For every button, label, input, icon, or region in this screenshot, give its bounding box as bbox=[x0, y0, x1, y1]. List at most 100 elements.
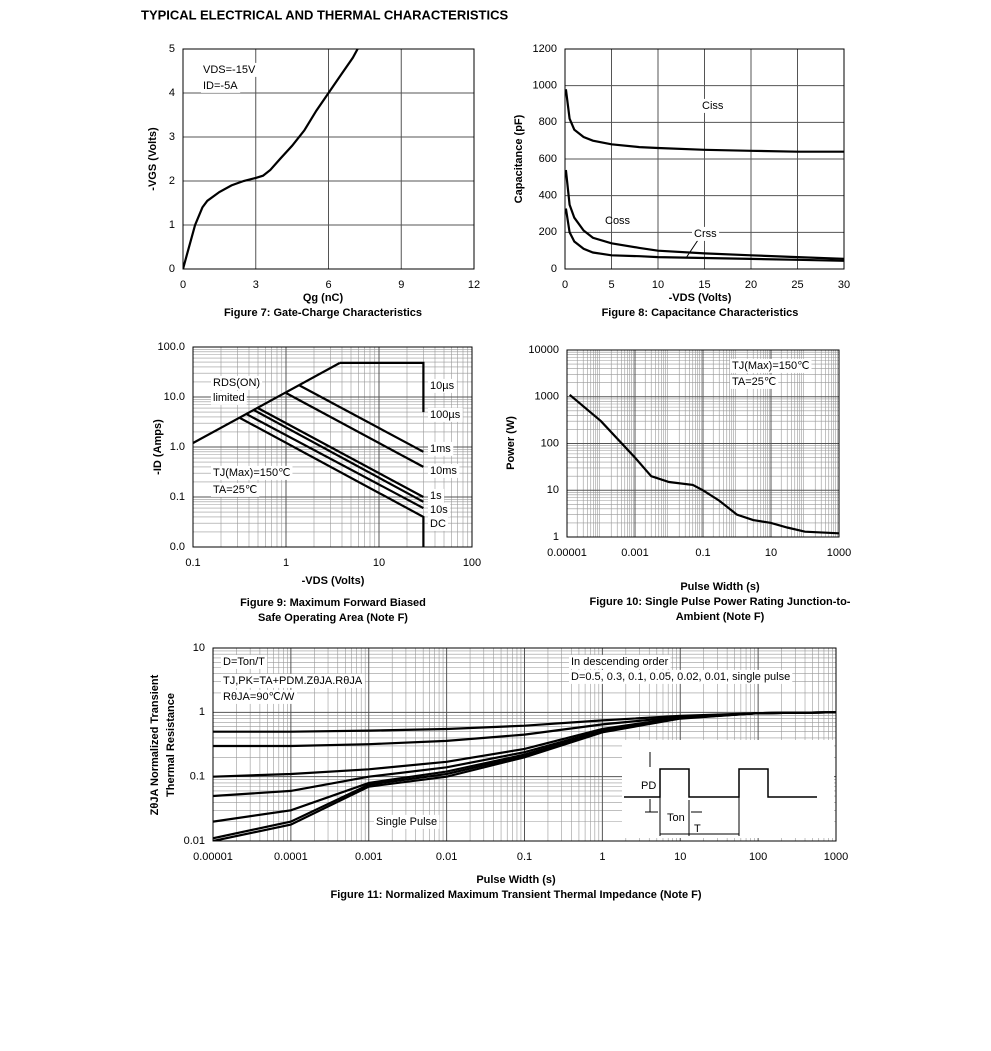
label-background bbox=[201, 62, 258, 77]
inset-background bbox=[622, 740, 834, 838]
y-tick-label: 1200 bbox=[533, 43, 557, 55]
page-title: TYPICAL ELECTRICAL AND THERMAL CHARACTER… bbox=[141, 7, 508, 22]
plot-frame bbox=[182, 48, 475, 270]
annotation: TJ(Max)=150℃ bbox=[213, 467, 290, 479]
y-tick-label: 4 bbox=[169, 87, 175, 99]
x-tick-label: 100 bbox=[749, 851, 767, 863]
label-background bbox=[211, 390, 247, 405]
y-tick-label: 0 bbox=[169, 263, 175, 275]
annotation: T bbox=[694, 823, 701, 835]
label-background bbox=[428, 516, 448, 531]
series-label: 10s bbox=[430, 504, 448, 516]
x-axis-label: Pulse Width (s) bbox=[680, 581, 760, 593]
y-tick-label: 0 bbox=[551, 263, 557, 275]
y-axis-label: -VGS (Volts) bbox=[147, 127, 159, 191]
x-tick-label: 12 bbox=[468, 279, 480, 291]
plot-frame bbox=[564, 48, 845, 270]
annotation: Ton bbox=[667, 812, 685, 824]
label-background bbox=[221, 673, 365, 688]
y-tick-label: 10000 bbox=[528, 344, 559, 356]
caption: Figure 9: Maximum Forward Biased bbox=[240, 597, 426, 609]
y-tick-label: 0.1 bbox=[170, 491, 185, 503]
series-line bbox=[299, 384, 424, 453]
plot-frame bbox=[192, 346, 473, 548]
y-tick-label: 3 bbox=[169, 131, 175, 143]
label-background bbox=[428, 488, 445, 503]
chart: 0 5 10 15 20 25 30 0 200 400 600 800 1000 1200 -VDS (V… bbox=[513, 43, 850, 319]
annotation: TJ(Max)=150℃ bbox=[732, 360, 809, 372]
caption: Figure 8: Capacitance Characteristics bbox=[602, 307, 799, 319]
y-tick-label: 1 bbox=[553, 531, 559, 543]
series-line bbox=[565, 208, 844, 262]
x-tick-label: 0.01 bbox=[436, 851, 457, 863]
y-tick-label: 10 bbox=[547, 484, 559, 496]
y-tick-label: 1 bbox=[169, 219, 175, 231]
series-label: Crss bbox=[694, 228, 717, 240]
x-tick-label: 30 bbox=[838, 279, 850, 291]
annotation: PD bbox=[641, 780, 656, 792]
series-line bbox=[246, 413, 424, 510]
y-tick-label: 5 bbox=[169, 43, 175, 55]
series-label: Ciss bbox=[702, 100, 724, 112]
label-background bbox=[428, 502, 451, 517]
series-line bbox=[565, 89, 844, 153]
x-tick-label: 5 bbox=[608, 279, 614, 291]
label-background bbox=[374, 814, 440, 829]
x-tick-label: 0.1 bbox=[695, 547, 710, 559]
series-label: 1ms bbox=[430, 443, 451, 455]
x-tick-label: 1000 bbox=[824, 851, 848, 863]
y-axis-label: ZθJA Normalized Transient bbox=[149, 674, 161, 815]
label-background bbox=[692, 226, 720, 241]
annotation: D=Ton/T bbox=[223, 656, 265, 668]
annotation: VDS=-15V bbox=[203, 64, 256, 76]
x-tick-label: 0.00001 bbox=[547, 547, 587, 559]
annotation: RDS(ON) bbox=[213, 377, 260, 389]
series-line bbox=[565, 169, 844, 260]
x-tick-label: 0 bbox=[180, 279, 186, 291]
series-label: 100µs bbox=[430, 409, 461, 421]
x-tick-label: 0 bbox=[562, 279, 568, 291]
label-background bbox=[211, 375, 263, 390]
label-background bbox=[569, 669, 793, 684]
x-axis-label: Pulse Width (s) bbox=[476, 874, 556, 886]
caption: Figure 7: Gate-Charge Characteristics bbox=[224, 307, 422, 319]
annotation: In descending order bbox=[571, 656, 669, 668]
series-line bbox=[183, 49, 359, 269]
x-tick-label: 0.001 bbox=[621, 547, 649, 559]
x-tick-label: 1000 bbox=[827, 547, 851, 559]
leader-line bbox=[685, 239, 699, 259]
series-line bbox=[285, 392, 424, 468]
label-background bbox=[730, 358, 812, 373]
series-line bbox=[213, 711, 836, 841]
x-tick-label: 1 bbox=[599, 851, 605, 863]
label-background bbox=[221, 654, 268, 669]
x-axis-label: -VDS (Volts) bbox=[669, 292, 732, 304]
pulse-inset bbox=[622, 740, 834, 838]
y-axis-label: -ID (Amps) bbox=[152, 419, 164, 475]
y-tick-label: 0.1 bbox=[190, 771, 205, 783]
label-background bbox=[211, 465, 293, 480]
x-axis-label: -VDS (Volts) bbox=[302, 575, 365, 587]
label-background bbox=[428, 463, 460, 478]
y-tick-label: 0.0 bbox=[170, 541, 185, 553]
caption: Ambient (Note F) bbox=[676, 611, 765, 623]
y-axis-label: Capacitance (pF) bbox=[513, 114, 525, 203]
series-line bbox=[339, 361, 425, 413]
label-background bbox=[428, 378, 457, 393]
x-tick-label: 9 bbox=[398, 279, 404, 291]
series-label: 1s bbox=[430, 490, 442, 502]
label-background bbox=[428, 441, 454, 456]
y-tick-label: 100 bbox=[541, 437, 559, 449]
y-tick-label: 400 bbox=[539, 190, 557, 202]
x-tick-label: 3 bbox=[253, 279, 259, 291]
x-tick-label: 0.001 bbox=[355, 851, 383, 863]
x-tick-label: 10 bbox=[652, 279, 664, 291]
plot-frame bbox=[212, 647, 837, 842]
y-tick-label: 1.0 bbox=[170, 441, 185, 453]
label-background bbox=[569, 654, 671, 669]
y-tick-label: 10.0 bbox=[164, 391, 185, 403]
series-label: Coss bbox=[605, 215, 631, 227]
series-label: DC bbox=[430, 518, 446, 530]
y-tick-label: 10 bbox=[193, 642, 205, 654]
x-tick-label: 6 bbox=[325, 279, 331, 291]
